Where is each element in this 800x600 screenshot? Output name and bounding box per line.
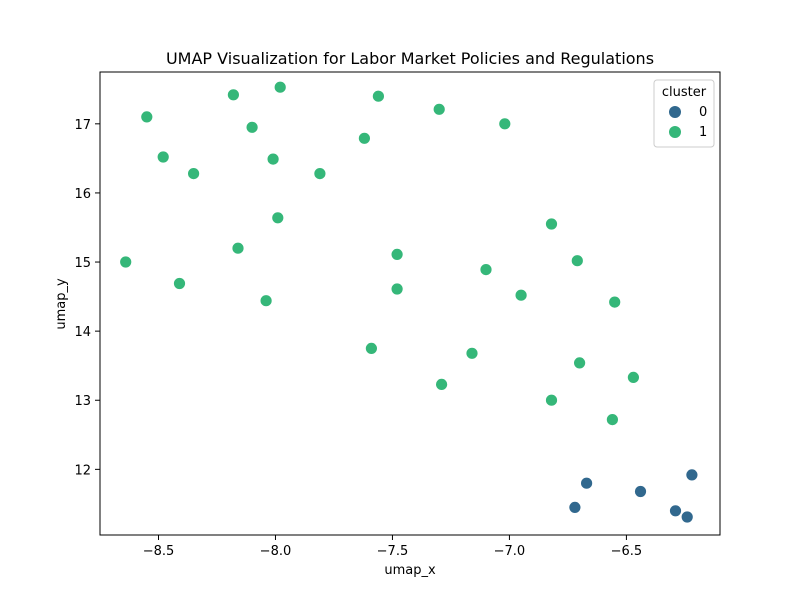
data-point-cluster-1 xyxy=(479,263,493,277)
data-point-cluster-0 xyxy=(580,476,593,490)
legend: cluster 0 1 xyxy=(653,79,715,148)
y-tick-label: 14 xyxy=(74,325,91,340)
data-point-cluster-1 xyxy=(432,102,446,116)
x-tick-label: −8.5 xyxy=(143,544,175,559)
points-layer xyxy=(119,80,699,524)
data-point-cluster-1 xyxy=(119,255,133,269)
data-point-cluster-1 xyxy=(226,88,240,102)
x-tick-label: −7.0 xyxy=(494,544,526,559)
legend-label-cluster-1: 1 xyxy=(699,125,707,140)
data-point-cluster-1 xyxy=(245,120,259,134)
data-point-cluster-0 xyxy=(680,510,694,524)
data-point-cluster-1 xyxy=(545,217,558,231)
data-point-cluster-1 xyxy=(271,211,285,225)
data-point-cluster-1 xyxy=(371,89,385,103)
y-tick-label: 17 xyxy=(74,118,91,133)
data-point-cluster-0 xyxy=(568,500,582,514)
x-axis-label: umap_x xyxy=(384,563,436,578)
legend-label-cluster-0: 0 xyxy=(699,105,707,120)
x-tick-label: −7.5 xyxy=(377,544,409,559)
data-point-cluster-1 xyxy=(498,117,512,131)
data-point-cluster-1 xyxy=(173,277,186,290)
data-point-cluster-1 xyxy=(156,150,170,164)
x-tick-label: −6.5 xyxy=(611,544,643,559)
data-point-cluster-1 xyxy=(573,356,586,370)
y-tick-label: 13 xyxy=(74,394,91,409)
data-point-cluster-1 xyxy=(266,152,280,166)
legend-marker-cluster-0 xyxy=(669,106,681,118)
data-point-cluster-1 xyxy=(390,247,404,261)
data-point-cluster-0 xyxy=(634,485,647,498)
data-point-cluster-1 xyxy=(364,341,378,355)
data-point-cluster-1 xyxy=(390,282,404,296)
data-point-cluster-1 xyxy=(273,80,287,94)
x-axis-ticks: −8.5 −8.0 −7.5 −7.0 −6.5 xyxy=(143,535,643,559)
data-point-cluster-1 xyxy=(608,295,622,309)
data-point-cluster-1 xyxy=(187,167,201,181)
data-point-cluster-1 xyxy=(435,377,449,391)
chart-title: UMAP Visualization for Labor Market Poli… xyxy=(166,49,654,68)
data-point-cluster-1 xyxy=(140,110,154,124)
y-axis-ticks: 12 13 14 15 16 17 xyxy=(74,118,100,478)
data-point-cluster-1 xyxy=(231,241,245,255)
y-tick-label: 12 xyxy=(74,463,91,478)
plot-frame xyxy=(99,71,721,536)
data-point-cluster-0 xyxy=(685,468,699,482)
data-point-cluster-1 xyxy=(570,254,584,268)
legend-box xyxy=(653,79,715,148)
x-tick-label: −8.0 xyxy=(260,544,292,559)
y-axis-label: umap_y xyxy=(54,278,69,330)
data-point-cluster-1 xyxy=(514,288,528,302)
legend-marker-cluster-1 xyxy=(669,126,681,138)
legend-title: cluster xyxy=(662,85,707,100)
data-point-cluster-1 xyxy=(259,294,273,308)
y-tick-label: 16 xyxy=(74,187,91,202)
data-point-cluster-1 xyxy=(545,393,558,407)
data-point-cluster-1 xyxy=(606,413,619,427)
data-point-cluster-1 xyxy=(357,131,371,145)
data-point-cluster-1 xyxy=(627,370,640,384)
data-point-cluster-1 xyxy=(313,167,327,181)
data-point-cluster-1 xyxy=(465,346,479,360)
y-tick-label: 15 xyxy=(74,256,91,271)
data-point-cluster-0 xyxy=(669,504,682,518)
